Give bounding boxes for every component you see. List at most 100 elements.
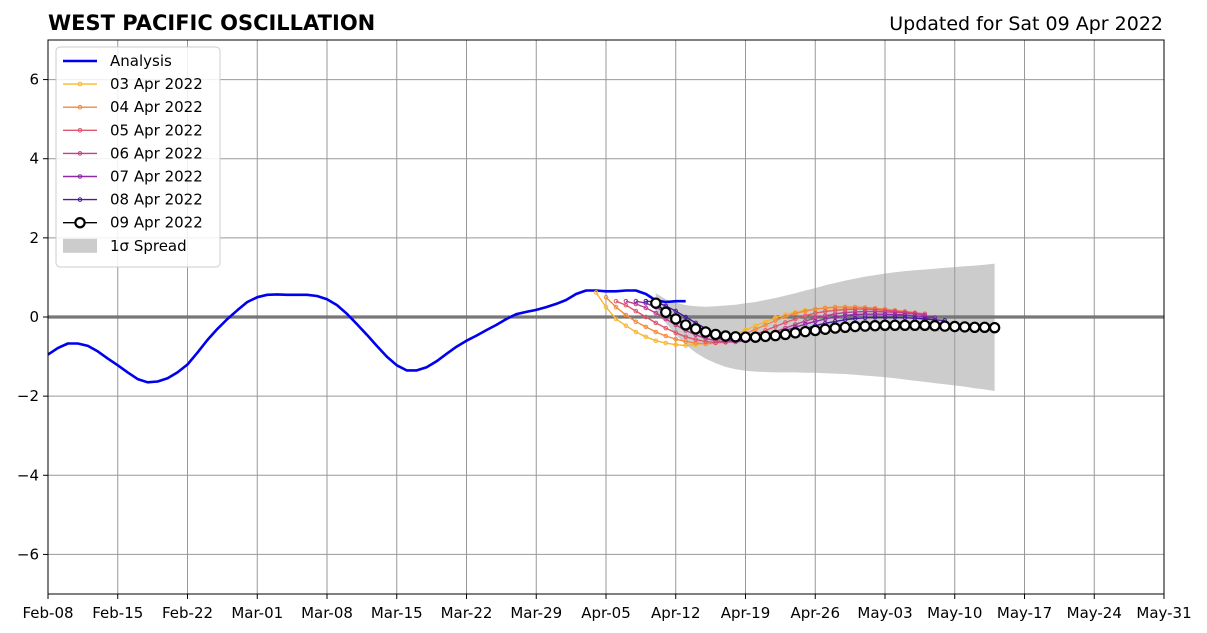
forecast-point [683,339,689,344]
forecast-point [673,336,679,342]
legend-label-spread: 1σ Spread [110,237,187,255]
x-tick-label: Mar-08 [301,604,353,622]
legend-label: 09 Apr 2022 [110,214,203,232]
forecast-point [693,337,698,342]
current-forecast-point [689,323,702,335]
current-forecast-point [849,320,861,333]
x-tick-label: Mar-15 [371,604,423,622]
current-forecast-point [660,306,672,318]
legend: Analysis 03 Apr 2022 04 Apr 2022 05 Apr 202… [55,46,221,268]
current-forecast-point [889,319,901,332]
forecast-point [793,311,798,316]
current-forecast-point [939,320,951,332]
legend-label: 04 Apr 2022 [110,98,203,116]
current-forecast-point [869,320,881,332]
forecast-point [852,316,858,321]
legend-marker [77,197,83,202]
ticks-layer: Feb-08 Feb-15 Feb-22 Mar-01 Mar-08 Mar-15 Mar-… [17,71,1192,622]
forecast-point [822,309,828,314]
chart-title: WEST PACIFIC OSCILLATION [48,11,375,35]
x-tick-label: Apr-12 [651,604,701,622]
current-forecast-point [739,331,752,343]
x-tick-label: May-31 [1136,604,1191,622]
x-tick-label: Apr-19 [721,604,771,622]
current-forecast-point [909,319,921,332]
current-forecast-point [729,331,742,343]
forecast-point [603,304,609,310]
current-forecast-point [759,330,772,343]
current-forecast-point [779,328,792,341]
legend-label: 06 Apr 2022 [110,144,203,162]
current-forecast-point [879,319,891,332]
forecast-point [643,298,649,304]
forecast-point [633,319,639,325]
series-layer [47,289,1001,384]
current-forecast-point [899,319,911,332]
x-tick-label: Mar-01 [231,604,283,622]
current-forecast-point [839,321,851,333]
legend-label: Analysis [110,52,172,70]
forecast-point [753,326,758,332]
y-tick-label: 0 [29,308,39,326]
forecast-point [842,317,848,323]
forecast-point [653,310,659,316]
forecast-point [643,300,649,306]
forecast-point [653,320,659,326]
forecast-point [842,313,848,318]
current-forecast-point [680,319,692,331]
forecast-point [812,310,818,316]
legend-marker [77,128,83,133]
x-tick-label: May-24 [1067,604,1122,622]
forecast-point [902,312,908,318]
forecast-point [623,323,629,329]
forecast-point [773,315,778,321]
forecast-point [633,329,639,335]
legend-label: 05 Apr 2022 [110,121,203,139]
current-forecast-point [978,321,991,333]
forecast-point [613,304,619,310]
forecast-point [783,314,788,319]
legend-marker [77,104,83,110]
forecast-point [633,298,639,304]
x-tick-label: Feb-08 [22,604,73,622]
forecast-point [773,318,778,323]
forecast-point [802,313,808,319]
forecast-point [683,314,689,320]
forecast-point [812,319,818,324]
forecast-point [802,308,808,314]
chart-subtitle: Updated for Sat 09 Apr 2022 [889,13,1163,35]
forecast-point [793,316,798,322]
forecast-point [872,309,878,314]
current-forecast-point [650,297,662,309]
y-tick-label: 6 [29,71,39,89]
forecast-point [663,333,669,339]
legend-marker [77,151,83,156]
legend-label: 03 Apr 2022 [110,75,203,93]
forecast-point [852,309,858,315]
forecast-point [633,308,639,314]
forecast-point [623,298,629,304]
forecast-point [862,309,868,314]
y-tick-label: 2 [29,229,39,247]
forecast-point [793,322,798,327]
current-forecast-point [670,313,682,325]
current-forecast-point [968,321,981,333]
current-forecast-point [988,321,1001,334]
x-tick-label: Feb-15 [92,604,143,622]
legend-label: 08 Apr 2022 [110,191,203,209]
forecast-point [643,314,649,320]
current-forecast-point [959,321,971,333]
current-forecast-point [749,331,762,343]
forecast-point [633,301,639,307]
current-forecast-point [949,320,961,333]
forecast-point [613,316,619,322]
x-tick-label: Feb-22 [162,604,213,622]
forecast-point [663,340,669,346]
series-analysis-line [47,289,686,384]
forecast-point [653,329,659,335]
forecast-point [673,342,679,348]
y-tick-label: −4 [17,466,39,484]
forecast-point [862,315,868,321]
x-tick-label: Mar-22 [441,604,493,622]
forecast-point [673,308,679,314]
